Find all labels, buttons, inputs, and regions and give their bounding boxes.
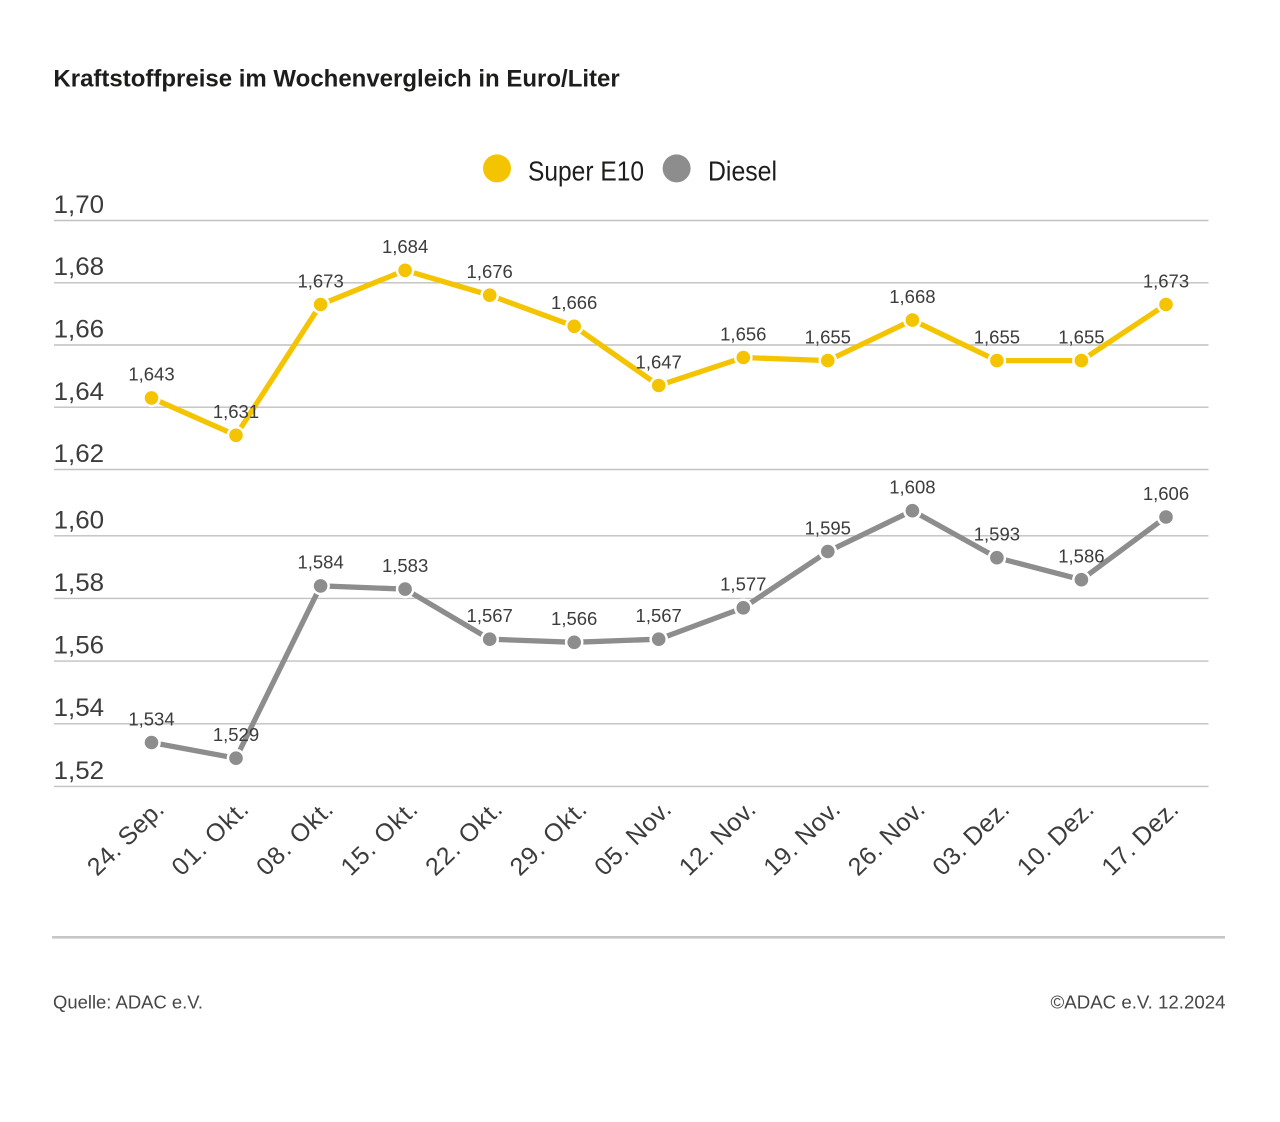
svg-text:1,529: 1,529 [213, 724, 259, 745]
svg-text:1,656: 1,656 [720, 323, 766, 344]
svg-text:1,58: 1,58 [54, 569, 105, 597]
svg-text:1,68: 1,68 [54, 253, 105, 281]
svg-text:1,62: 1,62 [54, 440, 105, 468]
svg-text:1,586: 1,586 [1058, 546, 1104, 567]
svg-text:1,584: 1,584 [297, 552, 343, 573]
svg-text:1,70: 1,70 [54, 191, 105, 219]
svg-text:1,684: 1,684 [382, 236, 428, 257]
svg-text:1,583: 1,583 [382, 555, 428, 576]
svg-text:1,567: 1,567 [467, 605, 513, 626]
svg-text:1,673: 1,673 [297, 270, 343, 291]
svg-text:1,54: 1,54 [54, 694, 105, 722]
svg-text:1,577: 1,577 [720, 574, 766, 595]
svg-text:1,595: 1,595 [805, 517, 851, 538]
svg-text:1,64: 1,64 [54, 378, 105, 406]
svg-text:1,593: 1,593 [974, 524, 1020, 545]
svg-text:©ADAC e.V. 12.2024: ©ADAC e.V. 12.2024 [1051, 993, 1226, 1013]
svg-text:1,60: 1,60 [54, 506, 105, 534]
svg-text:1,666: 1,666 [551, 292, 597, 313]
svg-text:1,655: 1,655 [974, 326, 1020, 347]
svg-text:1,668: 1,668 [889, 286, 935, 307]
svg-text:1,673: 1,673 [1143, 270, 1189, 291]
svg-text:Super E10: Super E10 [528, 155, 644, 186]
svg-text:1,676: 1,676 [467, 261, 513, 282]
svg-text:1,534: 1,534 [128, 708, 174, 729]
svg-text:1,66: 1,66 [54, 316, 105, 344]
svg-text:1,643: 1,643 [128, 364, 174, 385]
svg-text:Diesel: Diesel [708, 155, 777, 186]
svg-text:1,647: 1,647 [636, 351, 682, 372]
svg-text:1,52: 1,52 [54, 757, 105, 785]
svg-text:1,631: 1,631 [213, 401, 259, 422]
svg-text:1,655: 1,655 [805, 326, 851, 347]
svg-text:Quelle: ADAC e.V.: Quelle: ADAC e.V. [53, 993, 203, 1013]
svg-text:1,566: 1,566 [551, 608, 597, 629]
svg-text:1,608: 1,608 [889, 477, 935, 498]
svg-text:1,56: 1,56 [54, 632, 105, 660]
svg-text:1,606: 1,606 [1143, 483, 1189, 504]
svg-text:1,567: 1,567 [636, 605, 682, 626]
svg-text:Kraftstoffpreise im Wochenverg: Kraftstoffpreise im Wochenvergleich in E… [53, 66, 619, 93]
svg-text:1,655: 1,655 [1058, 326, 1104, 347]
